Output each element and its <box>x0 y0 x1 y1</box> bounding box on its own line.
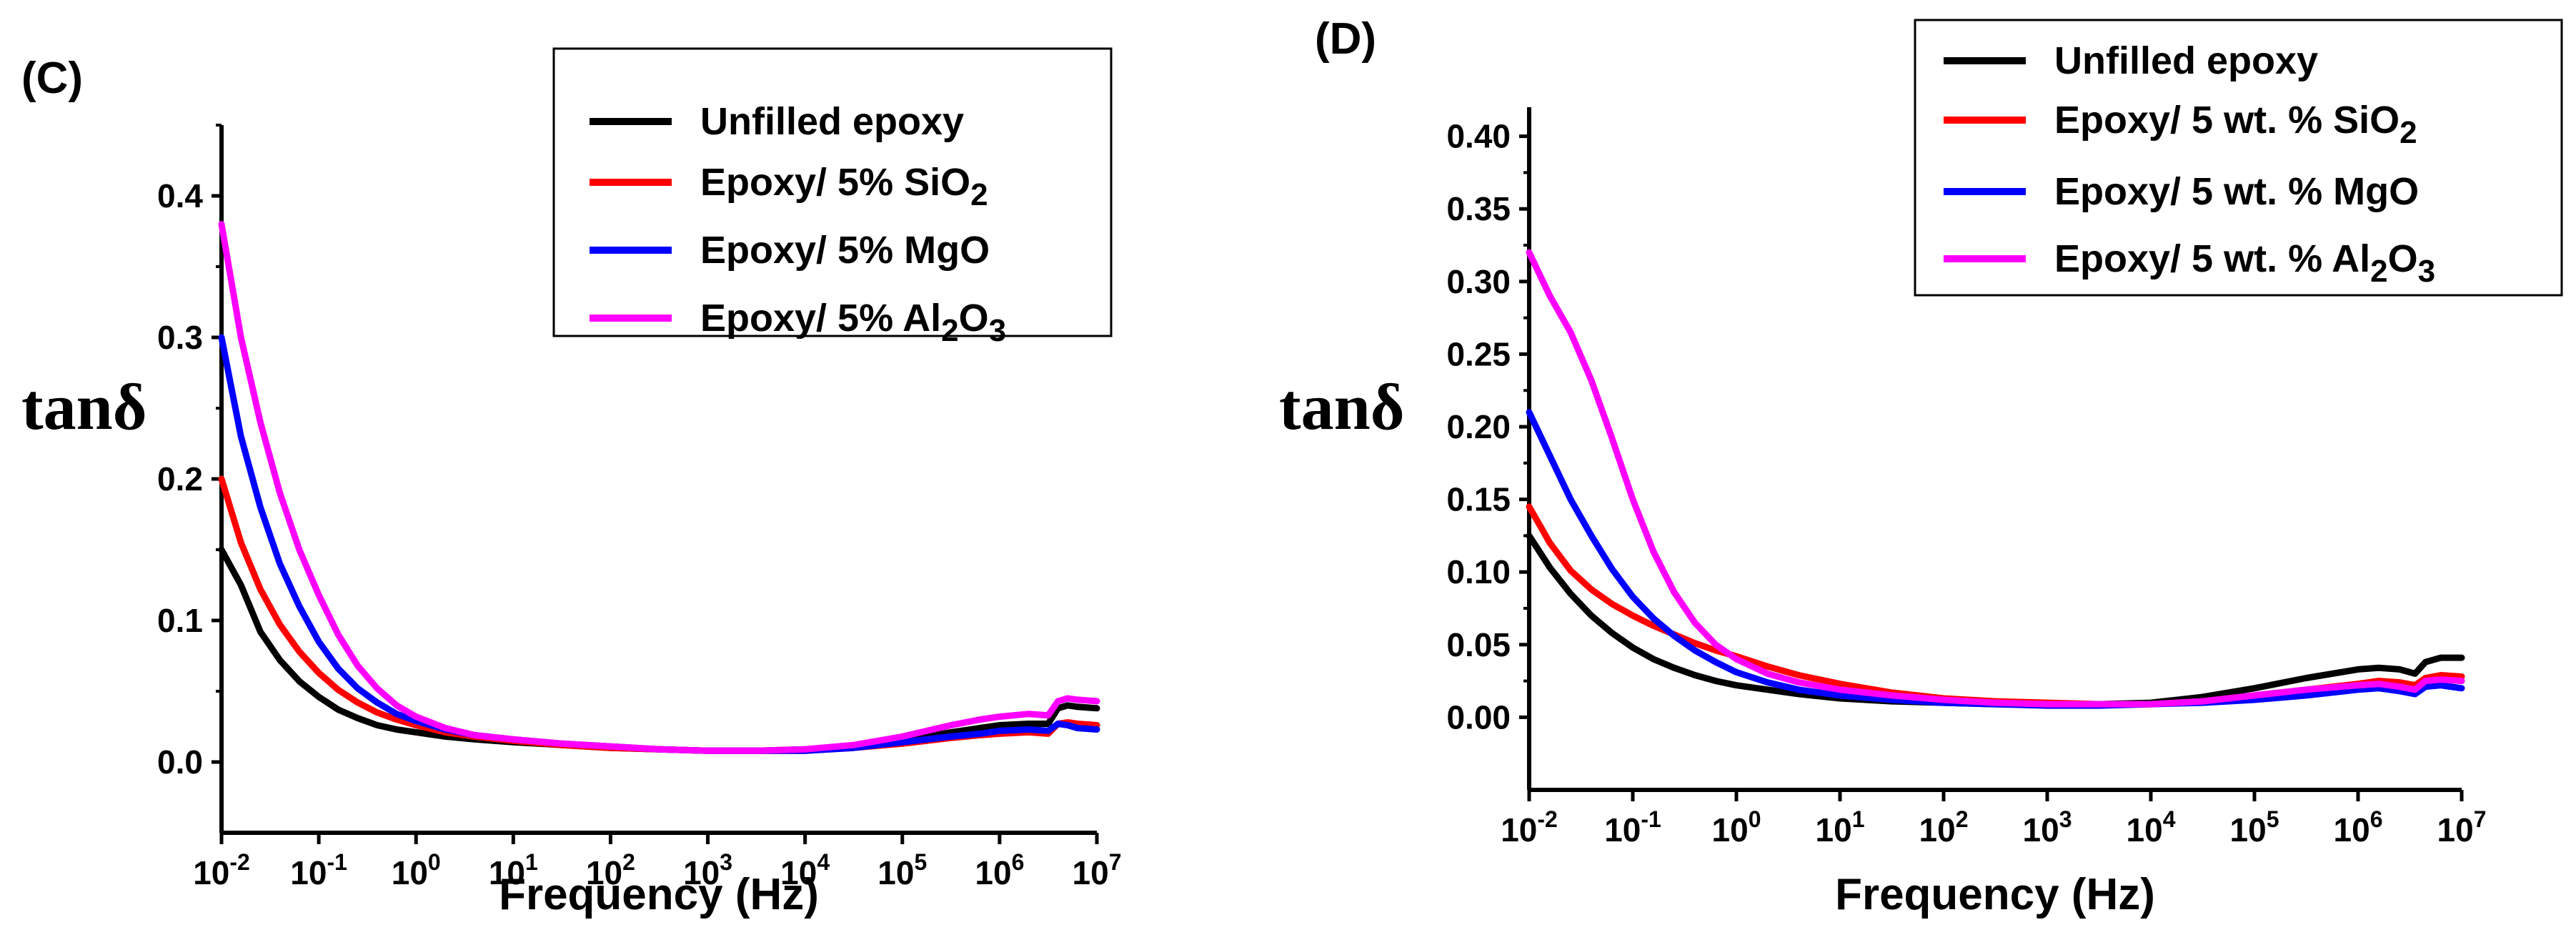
legend-entry: Unfilled epoxy <box>700 100 964 143</box>
legend-entry: Epoxy/ 5% Al2O3 <box>700 297 1006 348</box>
y-tick-label: 0.40 <box>1446 118 1511 155</box>
legend-box <box>1914 19 2563 297</box>
y-tick-label: 0.05 <box>1446 626 1511 663</box>
series-line-1 <box>1526 532 2465 708</box>
x-tick-label: 10-2 <box>1501 806 1558 849</box>
series-line-2 <box>218 475 1100 754</box>
series-line-4 <box>1526 249 2465 708</box>
legend: Unfilled epoxy Epoxy/ 5% SiO2 Epoxy/ 5% Mg… <box>552 47 1113 348</box>
x-tick-label: 100 <box>1712 806 1761 849</box>
legend-entry: Unfilled epoxy <box>2054 39 2318 82</box>
x-tick-label: 105 <box>2230 806 2279 849</box>
x-tick-label: 107 <box>2437 806 2487 849</box>
x-axis-title: Frequency (Hz) <box>499 870 819 919</box>
x-tick-label: 10-1 <box>290 849 347 891</box>
chart-panel-d: (D) 0.00 0.05 0.10 0.15 0.20 0.25 0.30 0.35 0.40 1… <box>1279 14 2563 919</box>
x-tick-label: 104 <box>780 849 830 891</box>
x-tick-label: 102 <box>586 849 635 891</box>
series-line-3 <box>218 334 1100 754</box>
x-tick-label: 107 <box>1073 849 1122 891</box>
y-tick-label: 0.35 <box>1446 190 1511 227</box>
y-tick-label: 0.0 <box>157 743 203 781</box>
x-tick-label: 100 <box>392 849 441 891</box>
legend-entry: Epoxy/ 5 wt. % Al2O3 <box>2054 237 2435 289</box>
x-tick-label: 104 <box>2127 806 2176 849</box>
y-tick-label: 0.25 <box>1446 335 1511 372</box>
legend-entry: Epoxy/ 5 wt. % SiO2 <box>2054 99 2417 150</box>
x-tick-label: 103 <box>2023 806 2072 849</box>
x-tick-label: 106 <box>975 849 1024 891</box>
x-axis-title: Frequency (Hz) <box>1835 870 2155 919</box>
series-line-3 <box>1526 409 2465 709</box>
x-tick-label: 105 <box>877 849 927 891</box>
x-tick-label: 102 <box>1919 806 1969 849</box>
x-tick-label: 101 <box>1816 806 1865 849</box>
y-tick-label: 0.30 <box>1446 263 1511 300</box>
panel-label: (C) <box>21 54 83 103</box>
x-tick-label: 106 <box>2334 806 2383 849</box>
series-line-4 <box>218 221 1100 754</box>
legend-entry: Epoxy/ 5% SiO2 <box>700 161 988 212</box>
x-tick-label: 103 <box>683 849 732 891</box>
y-axis-title: tanδ <box>1279 370 1405 443</box>
x-tick-label: 101 <box>489 849 538 891</box>
legend-entry: Epoxy/ 5 wt. % MgO <box>2054 170 2419 213</box>
legend-entry: Epoxy/ 5% MgO <box>700 229 990 272</box>
y-tick-label: 0.1 <box>157 602 203 639</box>
y-axis-title: tanδ <box>21 370 147 443</box>
y-tick-label: 0.4 <box>157 177 203 214</box>
legend: Unfilled epoxy Epoxy/ 5 wt. % SiO2 Epoxy/ … <box>1914 19 2563 297</box>
y-tick-label: 0.15 <box>1446 481 1511 518</box>
y-tick-label: 0.3 <box>157 319 203 356</box>
y-tick-label: 0.00 <box>1446 698 1511 736</box>
y-tick-label: 0.10 <box>1446 553 1511 590</box>
legend-box <box>552 47 1113 337</box>
x-tick-label: 10-1 <box>1604 806 1661 849</box>
y-tick-label: 0.20 <box>1446 408 1511 445</box>
x-tick-label: 10-2 <box>193 849 250 891</box>
panel-label: (D) <box>1315 14 1376 64</box>
chart-panel-c: (C) 0.0 0.1 0.2 0.3 0.4 10-2 10-1 100 101 102 103 10… <box>21 47 1122 919</box>
y-tick-label: 0.2 <box>157 460 203 498</box>
